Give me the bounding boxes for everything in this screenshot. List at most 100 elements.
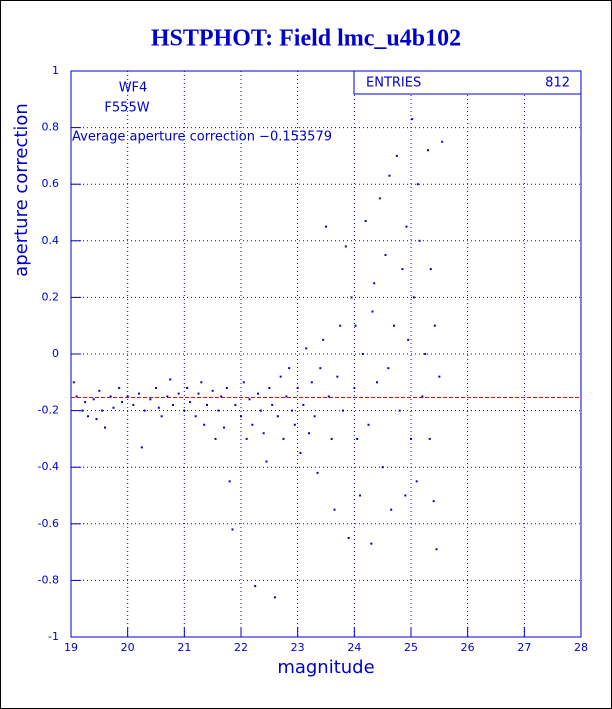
- point: [424, 353, 427, 355]
- point: [373, 282, 376, 285]
- point: [95, 418, 98, 421]
- point: [291, 409, 293, 412]
- point: [350, 296, 353, 299]
- point: [234, 403, 237, 406]
- y-tick-label: 0: [52, 347, 59, 360]
- point: [429, 268, 432, 271]
- point: [327, 395, 330, 398]
- stats-value: 812: [545, 76, 570, 91]
- point: [132, 403, 135, 406]
- x-tick-label: 19: [64, 641, 78, 654]
- point: [427, 149, 429, 152]
- point: [109, 395, 112, 398]
- chart-title: HSTPHOT: Field lmc_u4b102: [151, 26, 461, 52]
- point: [395, 154, 398, 157]
- point: [411, 118, 414, 121]
- point: [333, 508, 336, 511]
- point: [404, 494, 407, 497]
- point: [172, 403, 174, 406]
- point: [223, 426, 225, 429]
- point: [302, 403, 305, 406]
- point: [418, 239, 421, 242]
- point: [322, 338, 325, 341]
- point: [194, 415, 197, 418]
- point: [242, 381, 245, 384]
- point: [177, 392, 180, 395]
- x-axis-label: magnitude: [277, 657, 374, 678]
- point: [282, 437, 285, 440]
- y-tick-label: -0.2: [38, 404, 59, 417]
- y-tick-label: 0.6: [42, 177, 60, 190]
- point: [364, 219, 367, 222]
- annotation: Average aperture correction −0.153579: [72, 130, 332, 145]
- point: [104, 426, 106, 429]
- point: [370, 542, 373, 545]
- point: [155, 386, 157, 389]
- point: [415, 480, 418, 483]
- point: [251, 423, 254, 426]
- point: [265, 460, 268, 463]
- point: [245, 437, 248, 440]
- point: [432, 500, 435, 503]
- x-tick-label: 20: [121, 641, 135, 654]
- point: [316, 471, 319, 474]
- point: [225, 386, 228, 389]
- point: [336, 375, 339, 378]
- point: [72, 381, 75, 384]
- y-tick-label: 0.8: [42, 121, 60, 134]
- y-tick-label: 0.2: [42, 290, 60, 303]
- point: [189, 401, 191, 404]
- point: [112, 406, 115, 409]
- point: [308, 432, 310, 435]
- y-tick-label: -0.6: [38, 517, 59, 530]
- point: [279, 375, 282, 378]
- point: [401, 268, 404, 271]
- point: [271, 403, 274, 406]
- point: [84, 401, 87, 404]
- point: [390, 508, 393, 511]
- x-tick-label: 23: [291, 641, 305, 654]
- x-tick-label: 22: [234, 641, 248, 654]
- y-tick-label: -0.4: [38, 460, 59, 473]
- point: [344, 245, 347, 248]
- point: [126, 395, 129, 398]
- point: [387, 367, 390, 370]
- point: [169, 378, 172, 381]
- plot-frame: [70, 70, 582, 638]
- point: [268, 386, 271, 389]
- point: [347, 536, 350, 539]
- point: [441, 140, 444, 143]
- point: [138, 392, 140, 395]
- point: [157, 406, 160, 409]
- x-tick-label: 27: [517, 641, 531, 654]
- point: [200, 381, 203, 384]
- point: [197, 392, 200, 395]
- y-tick-label: -1: [48, 630, 59, 643]
- point: [319, 367, 322, 370]
- point: [211, 389, 214, 392]
- point: [259, 409, 262, 412]
- point: [140, 446, 143, 449]
- point: [388, 174, 391, 177]
- point: [353, 386, 356, 389]
- point: [299, 452, 302, 455]
- point: [393, 324, 395, 327]
- point: [325, 225, 327, 228]
- x-tick-label: 21: [177, 641, 191, 654]
- point: [310, 381, 313, 384]
- point: [339, 324, 342, 327]
- point: [296, 386, 299, 389]
- point: [293, 423, 296, 426]
- x-tick-label: 25: [404, 641, 418, 654]
- point: [118, 386, 121, 389]
- point: [378, 197, 381, 200]
- stats-label: ENTRIES: [366, 76, 421, 91]
- point: [398, 409, 401, 412]
- x-tick-label: 28: [574, 641, 588, 654]
- point: [98, 389, 101, 392]
- point: [160, 415, 163, 418]
- point: [416, 183, 419, 186]
- point: [438, 375, 441, 378]
- point: [248, 398, 251, 401]
